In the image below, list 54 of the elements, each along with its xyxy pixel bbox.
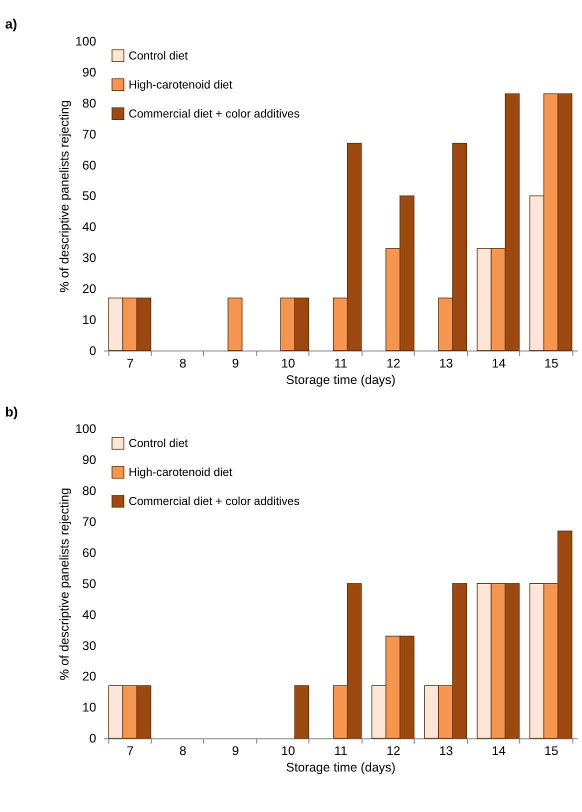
y-tick-label: 10 — [82, 312, 96, 327]
x-tick-label: 7 — [126, 744, 134, 758]
y-tick-label: 30 — [82, 251, 96, 266]
y-tick-label: 90 — [82, 65, 96, 80]
x-tick-label: 9 — [232, 744, 240, 758]
y-tick-label: 90 — [82, 453, 96, 468]
y-tick-label: 20 — [82, 282, 96, 296]
x-tick-label: 11 — [334, 744, 348, 758]
x-tick-label: 12 — [386, 356, 400, 370]
x-tick-label: 8 — [179, 744, 186, 758]
y-tick-label: 70 — [82, 515, 96, 530]
x-tick-label: 7 — [126, 356, 134, 370]
chart-title: a) — [5, 16, 18, 32]
y-axis-title: % of descriptive panelists rejecting — [57, 100, 72, 293]
x-tick-label: 13 — [439, 356, 454, 370]
x-tick-label: 12 — [386, 744, 400, 758]
x-tick-label: 15 — [544, 356, 558, 370]
chart-title: b) — [5, 404, 18, 420]
x-tick-label: 10 — [281, 356, 296, 370]
x-tick-label: 13 — [439, 744, 454, 758]
y-tick-label: 0 — [89, 732, 96, 746]
bar — [228, 298, 242, 351]
legend-label: High-carotenoid diet — [128, 78, 234, 92]
x-tick-label: 11 — [334, 356, 348, 370]
y-tick-label: 100 — [75, 34, 96, 49]
y-tick-label: 50 — [82, 189, 96, 204]
y-axis-title: % of descriptive panelists rejecting — [57, 488, 72, 680]
x-tick-label: 14 — [492, 744, 506, 758]
y-tick-label: 50 — [82, 576, 96, 591]
y-tick-label: 10 — [82, 700, 96, 715]
y-tick-label: 40 — [82, 608, 96, 622]
y-tick-label: 30 — [82, 638, 96, 653]
x-tick-label: 15 — [544, 744, 558, 758]
x-tick-label: 9 — [232, 356, 240, 370]
y-tick-label: 0 — [89, 344, 96, 358]
x-tick-label: 14 — [492, 356, 506, 370]
y-tick-label: 60 — [82, 546, 96, 560]
legend-label: Control diet — [128, 50, 189, 63]
legend-label: Commercial diet + color additives — [128, 108, 300, 121]
x-axis-title: Storage time (days) — [286, 760, 396, 775]
x-axis-title: Storage time (days) — [286, 372, 396, 387]
legend-label: High-carotenoid diet — [128, 466, 234, 480]
y-tick-label: 100 — [75, 422, 96, 436]
y-tick-label: 70 — [82, 127, 96, 142]
x-tick-label: 10 — [281, 744, 296, 758]
y-tick-label: 80 — [82, 96, 96, 110]
y-tick-label: 60 — [82, 158, 96, 172]
y-tick-label: 20 — [82, 670, 96, 684]
bar — [294, 685, 310, 739]
y-tick-label: 40 — [82, 220, 96, 234]
legend-label: Control diet — [128, 437, 189, 450]
y-tick-label: 80 — [82, 484, 96, 498]
x-tick-label: 8 — [179, 356, 186, 370]
legend-label: Commercial diet + color additives — [128, 495, 300, 508]
